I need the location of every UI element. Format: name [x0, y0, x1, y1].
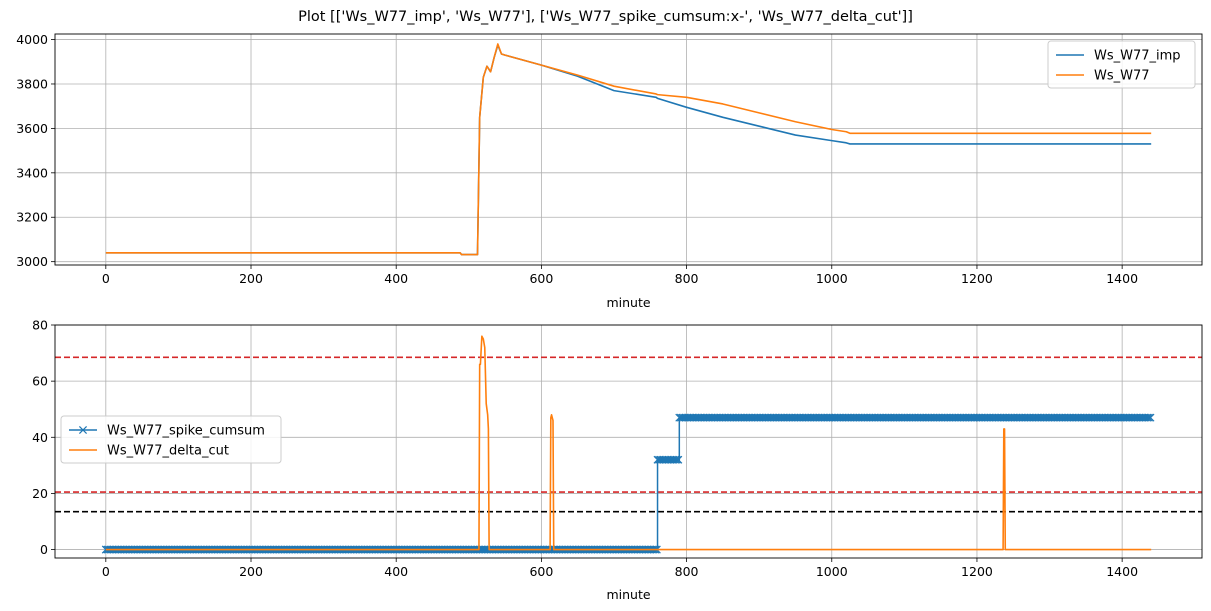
top-xtick-label: 400 — [384, 271, 408, 286]
top-series-layer — [105, 43, 1152, 256]
top-ticks: 0 200 400 600 800 1000 1200 1400 3000 3200 3400 360… — [16, 32, 1138, 286]
top-ytick-label: 3000 — [16, 254, 48, 269]
bottom-xtick-label: 400 — [384, 564, 408, 579]
top-legend-label-0: Ws_W77_imp — [1094, 49, 1181, 64]
bottom-series-0-marker — [671, 455, 680, 464]
top-xtick-label: 1400 — [1106, 271, 1138, 286]
bottom-xtick-label: 1000 — [816, 564, 848, 579]
top-xtick-label: 800 — [675, 271, 699, 286]
bottom-series-0-marker — [672, 455, 681, 464]
bottom-ytick-label: 60 — [32, 374, 48, 389]
bottom-plot: 0 200 400 600 800 1000 1200 1400 0 20 40 60 80 minut… — [32, 318, 1203, 602]
bottom-plot-frame — [54, 324, 1203, 559]
bottom-xtick-label: 0 — [102, 564, 110, 579]
bottom-reference-lines — [55, 356, 1202, 513]
bottom-xtick-label: 1400 — [1106, 564, 1138, 579]
top-ytick-label: 3200 — [16, 210, 48, 225]
bottom-legend-label-1: Ws_W77_delta_cut — [107, 444, 229, 459]
figure-title: Plot [['Ws_W77_imp', 'Ws_W77'], ['Ws_W77… — [298, 9, 913, 25]
bottom-series-1-line — [105, 335, 1152, 551]
top-legend-label-1: Ws_W77 — [1094, 69, 1150, 84]
bottom-xtick-label: 600 — [529, 564, 553, 579]
bottom-legend-box — [60, 415, 282, 464]
bottom-series-0-marker — [674, 455, 683, 464]
top-plot: 0 200 400 600 800 1000 1200 1400 3000 3200 3400 360… — [16, 32, 1203, 310]
bottom-series-0-marker — [1146, 413, 1155, 422]
bottom-ytick-label: 20 — [32, 486, 48, 501]
top-ytick-label: 3800 — [16, 76, 48, 91]
bottom-legend-label-0: Ws_W77_spike_cumsum — [107, 424, 265, 439]
bottom-ytick-label: 0 — [40, 542, 48, 557]
top-xtick-label: 1200 — [961, 271, 993, 286]
bottom-xtick-label: 1200 — [961, 564, 993, 579]
bottom-legend-marker-0 — [78, 425, 88, 435]
top-xtick-label: 200 — [239, 271, 263, 286]
top-series-0-line — [105, 44, 1152, 256]
top-xlabel: minute — [606, 295, 650, 310]
top-plot-frame — [54, 33, 1203, 266]
top-xtick-label: 1000 — [816, 271, 848, 286]
bottom-series-0-markers — [101, 413, 1155, 554]
top-xtick-label: 600 — [529, 271, 553, 286]
bottom-ytick-label: 40 — [32, 430, 48, 445]
bottom-series-0-marker — [1144, 413, 1153, 422]
top-legend: Ws_W77_imp Ws_W77 — [1047, 40, 1196, 89]
top-ytick-label: 3600 — [16, 121, 48, 136]
bottom-xlabel: minute — [606, 587, 650, 602]
bottom-ytick-label: 80 — [32, 318, 48, 333]
bottom-xtick-label: 800 — [675, 564, 699, 579]
top-ytick-label: 3400 — [16, 165, 48, 180]
bottom-series-layer — [101, 335, 1155, 554]
bottom-series-0-marker — [1143, 413, 1152, 422]
bottom-xtick-label: 200 — [239, 564, 263, 579]
top-xtick-label: 0 — [102, 271, 110, 286]
bottom-ticks: 0 200 400 600 800 1000 1200 1400 0 20 40 60 80 — [32, 318, 1138, 580]
bottom-legend: Ws_W77_spike_cumsum Ws_W77_delta_cut — [60, 415, 282, 464]
top-ytick-label: 4000 — [16, 32, 48, 47]
top-legend-box — [1047, 40, 1196, 89]
top-series-1-line — [105, 43, 1152, 256]
top-grid — [55, 34, 1202, 265]
